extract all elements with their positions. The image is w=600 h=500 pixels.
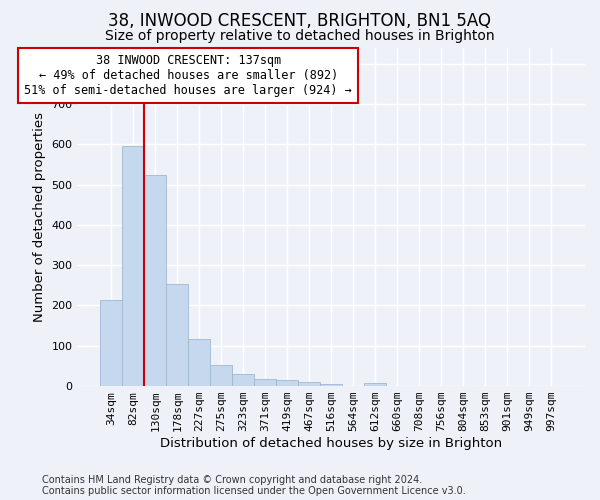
Bar bbox=[254, 379, 276, 386]
Bar bbox=[276, 380, 298, 386]
Bar bbox=[166, 284, 188, 386]
Text: 38, INWOOD CRESCENT, BRIGHTON, BN1 5AQ: 38, INWOOD CRESCENT, BRIGHTON, BN1 5AQ bbox=[109, 12, 491, 30]
Bar bbox=[232, 374, 254, 386]
Bar bbox=[188, 339, 210, 386]
Bar bbox=[298, 382, 320, 386]
Text: Contains HM Land Registry data © Crown copyright and database right 2024.: Contains HM Land Registry data © Crown c… bbox=[42, 475, 422, 485]
Text: Contains public sector information licensed under the Open Government Licence v3: Contains public sector information licen… bbox=[42, 486, 466, 496]
Bar bbox=[364, 383, 386, 386]
Bar bbox=[100, 300, 122, 386]
X-axis label: Distribution of detached houses by size in Brighton: Distribution of detached houses by size … bbox=[160, 437, 502, 450]
Text: Size of property relative to detached houses in Brighton: Size of property relative to detached ho… bbox=[105, 29, 495, 43]
Text: 38 INWOOD CRESCENT: 137sqm
← 49% of detached houses are smaller (892)
51% of sem: 38 INWOOD CRESCENT: 137sqm ← 49% of deta… bbox=[25, 54, 352, 97]
Y-axis label: Number of detached properties: Number of detached properties bbox=[32, 112, 46, 322]
Bar bbox=[122, 146, 144, 386]
Bar bbox=[210, 364, 232, 386]
Bar bbox=[320, 384, 342, 386]
Bar bbox=[144, 176, 166, 386]
